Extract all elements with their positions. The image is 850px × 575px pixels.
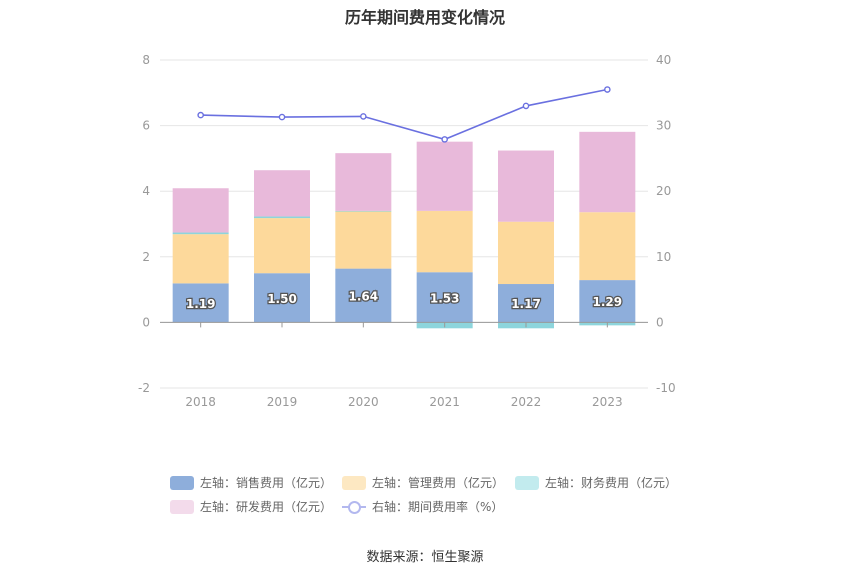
y-left-tick-label: 0 bbox=[142, 315, 150, 329]
point-rate bbox=[522, 102, 530, 110]
bar-sales bbox=[254, 273, 310, 323]
x-tick-label: 2021 bbox=[429, 395, 460, 409]
y-right-tick-label: 10 bbox=[656, 250, 671, 264]
legend-label-finance: 左轴：财务费用（亿元） bbox=[545, 476, 678, 490]
legend-item-rate[interactable]: 右轴：期间费用率（%） bbox=[342, 498, 503, 515]
point-rate bbox=[278, 113, 286, 121]
x-tick-label: 2018 bbox=[185, 395, 216, 409]
bar-admin bbox=[172, 234, 229, 284]
legend-item-rnd[interactable]: 左轴：研发费用（亿元） bbox=[170, 498, 332, 515]
y-right-tick-label: 40 bbox=[656, 53, 671, 67]
legend-item-finance[interactable]: 左轴：财务费用（亿元） bbox=[515, 474, 677, 491]
legend-item-admin[interactable]: 左轴：管理费用（亿元） bbox=[342, 474, 504, 491]
y-left-tick-label: 4 bbox=[142, 184, 150, 198]
bar-admin bbox=[335, 211, 392, 269]
x-tick-label: 2020 bbox=[348, 395, 379, 409]
legend-swatch-finance bbox=[515, 475, 539, 490]
y-left-tick-label: 6 bbox=[142, 119, 150, 133]
data-label-sales: 1.50 bbox=[267, 292, 297, 306]
x-tick-label: 2022 bbox=[511, 395, 542, 409]
y-right-tick-label: -10 bbox=[656, 381, 676, 395]
bar-admin bbox=[579, 212, 636, 281]
y-right-tick-label: 20 bbox=[656, 184, 671, 198]
bar-sales bbox=[172, 283, 229, 323]
point-rate bbox=[441, 136, 448, 143]
x-tick-label: 2019 bbox=[267, 395, 298, 409]
bar-sales bbox=[335, 268, 392, 323]
legend-label-rnd: 左轴：研发费用（亿元） bbox=[200, 500, 333, 514]
data-label-sales: 1.53 bbox=[430, 291, 460, 305]
y-right-tick-label: 0 bbox=[656, 315, 664, 329]
legend-swatch-sales bbox=[170, 475, 194, 490]
line-rate bbox=[200, 88, 608, 141]
data-label-sales: 1.29 bbox=[593, 295, 623, 309]
bar-admin bbox=[254, 218, 310, 274]
legend-swatch-rate bbox=[342, 500, 366, 514]
bar-finance bbox=[335, 210, 392, 212]
y-left-tick-label: 2 bbox=[142, 250, 150, 264]
point-rate bbox=[604, 86, 611, 93]
y-right-tick-label: 30 bbox=[656, 119, 671, 133]
bar-admin bbox=[416, 210, 473, 273]
legend-label-sales: 左轴：销售费用（亿元） bbox=[200, 476, 333, 490]
legend-swatch-admin bbox=[342, 475, 366, 490]
data-label-sales: 1.19 bbox=[186, 297, 216, 311]
point-rate bbox=[197, 111, 204, 119]
bar-sales bbox=[579, 280, 636, 323]
bar-rnd bbox=[172, 188, 229, 233]
legend-label-admin: 左轴：管理费用（亿元） bbox=[372, 476, 505, 490]
bar-finance bbox=[254, 216, 310, 219]
chart-title: 历年期间费用变化情况 bbox=[344, 8, 505, 27]
legend-item-sales[interactable]: 左轴：销售费用（亿元） bbox=[170, 474, 332, 491]
point-rate bbox=[360, 113, 367, 120]
bar-rnd bbox=[254, 170, 310, 217]
data-source: 数据来源：恒生聚源 bbox=[366, 550, 484, 565]
x-tick-label: 2023 bbox=[592, 395, 623, 409]
bar-sales bbox=[416, 272, 473, 323]
y-left-tick-label: 8 bbox=[142, 53, 150, 67]
data-label-sales: 1.64 bbox=[349, 290, 379, 304]
chart-area: -2 0 2 4 6 8 -10 0 10 20 30 40 1.19 2018 1.50 2019 1.64 2… bbox=[138, 53, 676, 409]
bar-rnd bbox=[335, 153, 392, 211]
bar-finance bbox=[172, 232, 229, 235]
y-left-tick-label: -2 bbox=[138, 381, 150, 395]
bar-rnd bbox=[416, 141, 473, 211]
legend-label-rate: 右轴：期间费用率（%） bbox=[372, 500, 504, 514]
legend-swatch-rnd bbox=[170, 499, 194, 514]
bar-rnd bbox=[579, 131, 636, 213]
data-label-sales: 1.17 bbox=[511, 297, 541, 311]
bar-admin bbox=[498, 221, 554, 285]
bar-rnd bbox=[498, 150, 554, 222]
bar-sales bbox=[498, 284, 554, 323]
